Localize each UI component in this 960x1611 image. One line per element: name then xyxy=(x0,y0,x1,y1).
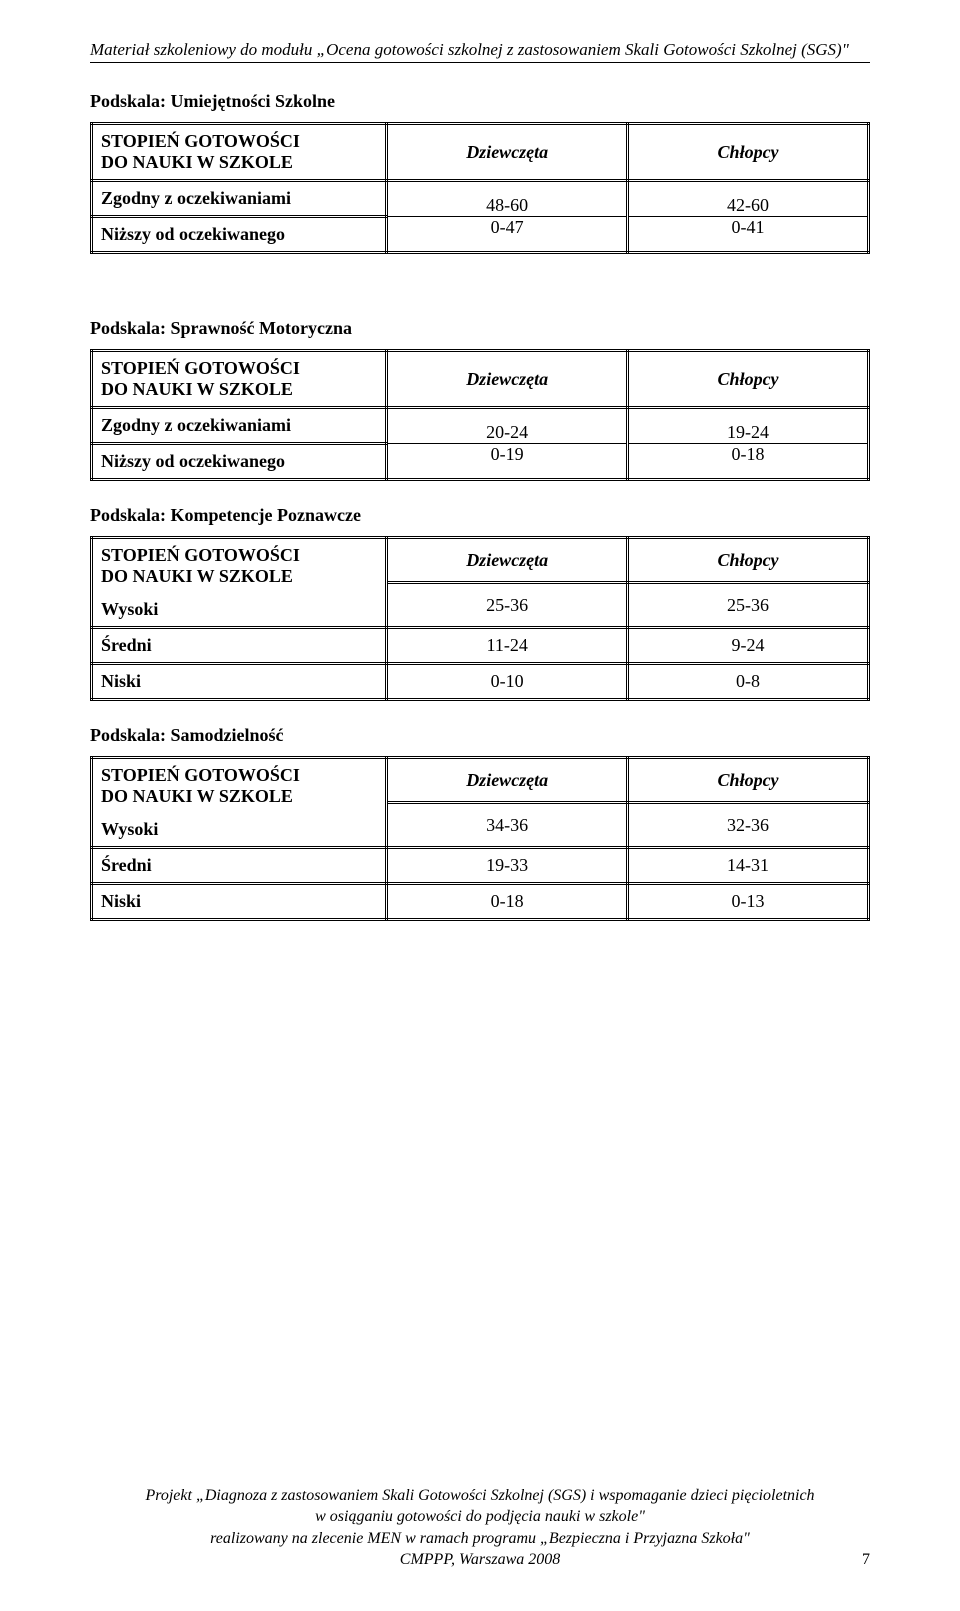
footer-line-1: Projekt „Diagnoza z zastosowaniem Skali … xyxy=(90,1485,870,1507)
col-header-chlopcy: Chłopcy xyxy=(628,351,869,408)
footer-line-3: realizowany na zlecenie MEN w ramach pro… xyxy=(90,1528,870,1550)
table-samodzielnosc: STOPIEŃ GOTOWOŚCI DO NAUKI W SZKOLE Wyso… xyxy=(90,756,870,921)
col-header-dziewczeta: Dziewczęta xyxy=(387,351,628,408)
footer-line-2: w osiąganiu gotowości do podjęcia nauki … xyxy=(90,1506,870,1528)
cell-value: 0-13 xyxy=(628,884,869,920)
table-sprawnosc: STOPIEŃ GOTOWOŚCI DO NAUKI W SZKOLE Dzie… xyxy=(90,349,870,481)
inner-split: 42-60 0-41 xyxy=(629,195,867,238)
inner-split: 20-24 0-19 xyxy=(388,422,626,465)
data-cell-chlopcy: 19-24 0-18 xyxy=(628,408,869,480)
row-label-wysoki: Wysoki xyxy=(93,593,385,626)
inner-split: 19-24 0-18 xyxy=(629,422,867,465)
row-header-cell: STOPIEŃ GOTOWOŚCI DO NAUKI W SZKOLE Wyso… xyxy=(92,538,387,628)
inner-split: 48-60 0-47 xyxy=(388,195,626,238)
page-number: 7 xyxy=(862,1549,870,1571)
data-cell-dziewczeta: 20-24 0-19 xyxy=(387,408,628,480)
page-footer: Projekt „Diagnoza z zastosowaniem Skali … xyxy=(90,1485,870,1571)
col-header-dziewczeta: Dziewczęta xyxy=(387,124,628,181)
col-header-dziewczeta: Dziewczęta xyxy=(387,758,628,803)
cell-value: 19-33 xyxy=(387,848,628,884)
section-title-sprawnosc: Podskala: Sprawność Motoryczna xyxy=(90,318,870,339)
cell-value: 9-24 xyxy=(628,628,869,664)
table-row: Niski 0-10 0-8 xyxy=(92,664,869,700)
cell-value: 0-10 xyxy=(387,664,628,700)
row-label-wysoki: Wysoki xyxy=(93,813,385,846)
cell-value: 0-41 xyxy=(629,217,867,239)
row-label-niski: Niski xyxy=(92,884,387,920)
row-header-cell: STOPIEŃ GOTOWOŚCI DO NAUKI W SZKOLE xyxy=(92,124,387,181)
cell-value: 0-18 xyxy=(387,884,628,920)
cell-value: 0-47 xyxy=(388,217,626,239)
cell-value: 20-24 xyxy=(388,422,626,444)
cell-value: 32-36 xyxy=(628,803,869,848)
cell-value: 0-19 xyxy=(388,444,626,466)
cell-value: 25-36 xyxy=(387,583,628,628)
col-header-chlopcy: Chłopcy xyxy=(628,124,869,181)
cell-value: 0-8 xyxy=(628,664,869,700)
page: Materiał szkoleniowy do modułu „Ocena go… xyxy=(0,0,960,1611)
cell-value: 11-24 xyxy=(387,628,628,664)
cell-value: 14-31 xyxy=(628,848,869,884)
data-cell-dziewczeta: 48-60 0-47 xyxy=(387,181,628,253)
table-kompetencje: STOPIEŃ GOTOWOŚCI DO NAUKI W SZKOLE Wyso… xyxy=(90,536,870,701)
row-label-sredni: Średni xyxy=(92,848,387,884)
table-header-row: STOPIEŃ GOTOWOŚCI DO NAUKI W SZKOLE Dzie… xyxy=(92,351,869,408)
section-title-kompetencje: Podskala: Kompetencje Poznawcze xyxy=(90,505,870,526)
cell-value: 42-60 xyxy=(629,195,867,217)
row-label-nizszy: Niższy od oczekiwanego xyxy=(92,217,387,253)
row-header-cell: STOPIEŃ GOTOWOŚCI DO NAUKI W SZKOLE xyxy=(92,351,387,408)
table-row: Niski 0-18 0-13 xyxy=(92,884,869,920)
col-header-dziewczeta: Dziewczęta xyxy=(387,538,628,583)
table-header-row: STOPIEŃ GOTOWOŚCI DO NAUKI W SZKOLE Wyso… xyxy=(92,758,869,803)
table-header-row: STOPIEŃ GOTOWOŚCI DO NAUKI W SZKOLE Wyso… xyxy=(92,538,869,583)
section-title-samodzielnosc: Podskala: Samodzielność xyxy=(90,725,870,746)
row-label-zgodny: Zgodny z oczekiwaniami xyxy=(92,408,387,444)
table-umiejetnosci: STOPIEŃ GOTOWOŚCI DO NAUKI W SZKOLE Dzie… xyxy=(90,122,870,254)
table-row: Średni 11-24 9-24 xyxy=(92,628,869,664)
col-header-chlopcy: Chłopcy xyxy=(628,758,869,803)
table-row: Zgodny z oczekiwaniami 20-24 0-19 19-24 … xyxy=(92,408,869,444)
data-cell-chlopcy: 42-60 0-41 xyxy=(628,181,869,253)
cell-value: 25-36 xyxy=(628,583,869,628)
row-header-text: STOPIEŃ GOTOWOŚCI DO NAUKI W SZKOLE xyxy=(93,125,385,179)
page-header-text: Materiał szkoleniowy do modułu „Ocena go… xyxy=(90,40,870,60)
cell-value: 48-60 xyxy=(388,195,626,217)
table-row: Zgodny z oczekiwaniami 48-60 0-47 42-60 … xyxy=(92,181,869,217)
footer-line-4: CMPPP, Warszawa 2008 xyxy=(90,1549,870,1571)
cell-value: 19-24 xyxy=(629,422,867,444)
row-label-nizszy: Niższy od oczekiwanego xyxy=(92,444,387,480)
section-title-umiejetnosci: Podskala: Umiejętności Szkolne xyxy=(90,91,870,112)
cell-value: 34-36 xyxy=(387,803,628,848)
col-header-chlopcy: Chłopcy xyxy=(628,538,869,583)
cell-value: 0-18 xyxy=(629,444,867,466)
row-label-sredni: Średni xyxy=(92,628,387,664)
row-header-cell: STOPIEŃ GOTOWOŚCI DO NAUKI W SZKOLE Wyso… xyxy=(92,758,387,848)
table-row: Średni 19-33 14-31 xyxy=(92,848,869,884)
table-header-row: STOPIEŃ GOTOWOŚCI DO NAUKI W SZKOLE Dzie… xyxy=(92,124,869,181)
header-rule xyxy=(90,62,870,63)
row-label-zgodny: Zgodny z oczekiwaniami xyxy=(92,181,387,217)
row-label-niski: Niski xyxy=(92,664,387,700)
